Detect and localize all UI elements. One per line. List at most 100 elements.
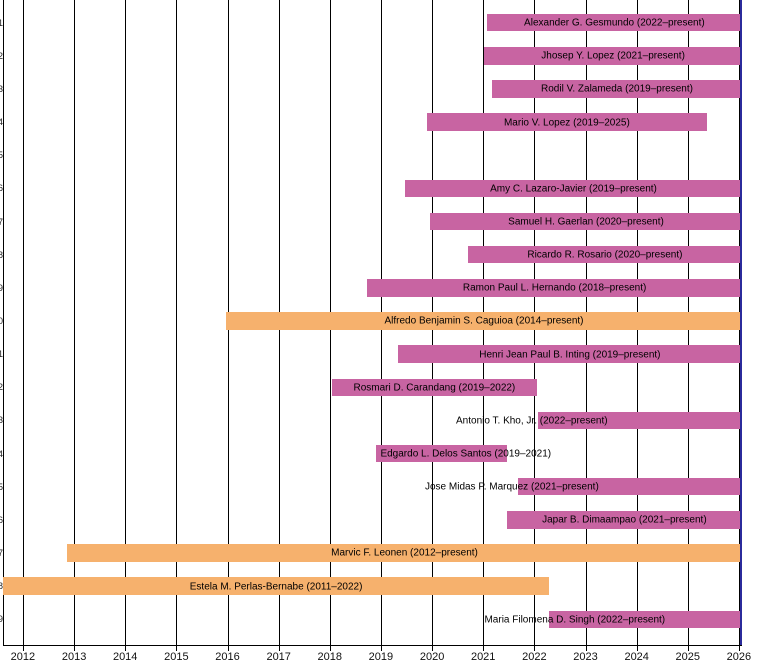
x-tick-label-2025: 2025 <box>675 651 701 663</box>
y-tick-label-19: 19 <box>0 613 4 625</box>
x-tick-label-2014: 2014 <box>112 651 138 663</box>
x-tick-2024 <box>636 646 638 651</box>
x-tick-label-2018: 2018 <box>317 651 343 663</box>
tenure-bar-row-18 <box>3 577 550 595</box>
x-tick-2018 <box>329 646 331 651</box>
x-tick-2017 <box>278 646 280 651</box>
y-tick-label-5: 5 <box>0 149 4 161</box>
x-axis-line <box>3 645 742 646</box>
y-tick-label-2: 2 <box>0 50 4 62</box>
y-tick-text: 19 <box>0 614 3 625</box>
y-tick-label-8: 8 <box>0 249 4 261</box>
present-now-line <box>740 0 742 645</box>
tenure-bar-label-row-12: Rosmari D. Carandang (2019–2022) <box>353 382 516 394</box>
tenure-bar-row-1 <box>486 13 742 32</box>
grid-line-2013 <box>74 0 76 645</box>
x-tick-2013 <box>74 646 76 651</box>
tenure-bar-row-11 <box>397 345 742 363</box>
x-tick-label-2015: 2015 <box>164 651 189 663</box>
y-tick-text: 2 <box>0 50 3 61</box>
x-tick-label-2019: 2019 <box>368 651 394 663</box>
x-tick-label-2020: 2020 <box>419 651 445 663</box>
tenure-bar-label-row-11: Henri Jean Paul B. Inting (2019–present) <box>479 349 661 361</box>
tenure-bar-label-row-15: Jose Midas P. Marquez (2021–present) <box>424 481 599 493</box>
y-tick-text: 4 <box>0 117 3 127</box>
x-tick-2026 <box>738 646 740 651</box>
y-tick-text: 10 <box>0 315 3 326</box>
y-tick-text: 12 <box>0 382 3 393</box>
y-tick-label-7: 7 <box>0 216 4 228</box>
x-tick-label-2017: 2017 <box>266 651 291 663</box>
x-tick-2019 <box>380 646 382 651</box>
x-tick-2025 <box>687 646 689 651</box>
tenure-bar-label-row-16: Japar B. Dimaampao (2021–present) <box>542 514 707 526</box>
tenure-bar-label-row-1: Alexander G. Gesmundo (2022–present) <box>524 17 705 29</box>
tenure-bar-row-3 <box>491 80 742 98</box>
tenure-bar-row-7 <box>430 212 742 231</box>
tenure-bar-label-row-9: Ramon Paul L. Hernando (2018–present) <box>462 282 647 294</box>
y-tick-text: 7 <box>0 216 3 227</box>
y-tick-label-16: 16 <box>0 514 4 526</box>
x-tick-label-2012: 2012 <box>10 651 36 663</box>
x-tick-label-2026: 2026 <box>726 651 752 663</box>
grid-line-2012 <box>22 0 24 645</box>
y-tick-text: 18 <box>0 581 3 592</box>
y-tick-label-6: 6 <box>0 182 4 194</box>
x-tick-2014 <box>125 646 127 651</box>
tenure-bar-label-row-4: Mario V. Lopez (2019–2025) <box>503 117 630 128</box>
tenure-bar-row-12 <box>331 378 537 396</box>
y-tick-text: 5 <box>0 150 3 161</box>
tenure-bar-row-10 <box>226 312 742 330</box>
x-tick-2016 <box>227 646 229 651</box>
y-tick-label-9: 9 <box>0 282 4 294</box>
tenure-bar-label-row-19: Maria Filomena D. Singh (2022–present) <box>484 614 666 626</box>
grid-line-2015 <box>176 0 178 645</box>
y-tick-label-17: 17 <box>0 547 4 559</box>
tenure-bar-row-4 <box>427 113 707 131</box>
y-tick-label-13: 13 <box>0 414 4 426</box>
tenure-bar-row-6 <box>405 179 742 198</box>
y-tick-label-14: 14 <box>0 448 4 460</box>
x-tick-2012 <box>22 646 24 651</box>
y-tick-text: 11 <box>0 349 3 360</box>
x-tick-label-2024: 2024 <box>624 651 649 663</box>
tenure-bar-row-8 <box>467 245 742 264</box>
tenure-bar-row-14 <box>375 444 507 463</box>
y-tick-label-10: 10 <box>0 315 4 327</box>
y-tick-label-11: 11 <box>0 348 4 360</box>
tenure-bar-label-row-17: Marvic F. Leonen (2012–present) <box>331 547 478 559</box>
y-tick-text: 9 <box>0 282 3 293</box>
tenure-bar-label-row-18: Estela M. Perlas-Bernabe (2011–2022) <box>189 581 363 593</box>
x-tick-2023 <box>585 646 587 651</box>
tenure-bar-row-19 <box>549 610 742 628</box>
tenure-bar-label-row-13: Antonio T. Kho, Jr. (2022–present) <box>456 415 608 427</box>
x-tick-label-2021: 2021 <box>470 651 496 663</box>
y-tick-label-18: 18 <box>0 580 4 592</box>
tenure-bar-label-row-6: Amy C. Lazaro-Javier (2019–present) <box>490 183 657 195</box>
x-tick-2021 <box>483 646 485 651</box>
x-tick-2022 <box>534 646 536 651</box>
x-tick-2015 <box>176 646 178 651</box>
y-tick-label-1: 1 <box>0 17 4 29</box>
tenure-bar-row-16 <box>506 511 742 529</box>
tenure-bar-row-13 <box>538 411 742 430</box>
y-tick-label-3: 3 <box>0 83 4 95</box>
y-tick-label-12: 12 <box>0 381 4 393</box>
x-tick-label-2022: 2022 <box>522 651 547 663</box>
y-tick-text: 13 <box>0 415 3 426</box>
tenure-bar-label-row-14: Edgardo L. Delos Santos (2019–2021) <box>380 448 552 460</box>
tenure-bar-row-17 <box>66 544 742 562</box>
tenure-bar-label-row-8: Ricardo R. Rosario (2020–present) <box>527 249 683 261</box>
left-spine <box>3 0 4 645</box>
y-tick-label-15: 15 <box>0 481 4 493</box>
tenure-bar-label-row-2: Jhosep Y. Lopez (2021–present) <box>541 50 685 62</box>
tenure-bar-row-9 <box>367 279 742 297</box>
y-tick-text: 17 <box>0 547 3 558</box>
tenure-bar-label-row-10: Alfredo Benjamin S. Caguioa (2014–presen… <box>384 315 584 327</box>
x-tick-2020 <box>432 646 434 651</box>
y-tick-text: 1 <box>0 17 3 28</box>
tenure-bar-label-row-7: Samuel H. Gaerlan (2020–present) <box>508 216 664 228</box>
y-tick-text: 6 <box>0 183 3 194</box>
tenure-bar-label-row-3: Rodil V. Zalameda (2019–present) <box>541 83 693 95</box>
